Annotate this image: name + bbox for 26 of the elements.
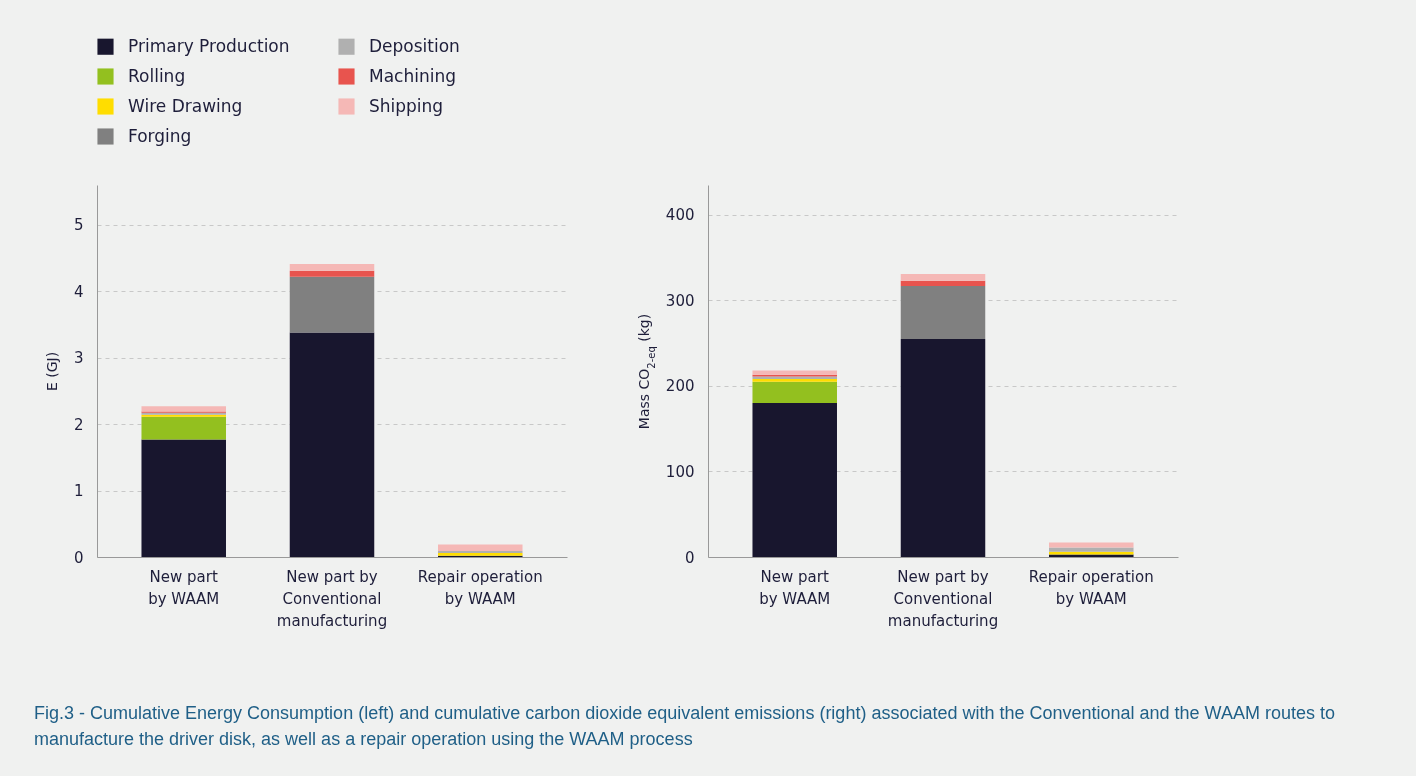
y-tick-label: 300 — [665, 291, 695, 310]
legend-label: Primary Production — [128, 35, 290, 56]
y-tick-label: 0 — [684, 548, 695, 567]
x-tick-label: Repair operation by WAAM — [417, 567, 543, 608]
legend-label: Forging — [128, 125, 192, 146]
caption: Fig.3 - Cumulative Energy Consumption (left) and cumulative carbon dioxide equivalent emissions (right) associated with the Conventional and the WAAM routes to manufacture the driver disk, as well as a repair operation using the WAAM process — [34, 702, 1336, 751]
y-tick-label: 200 — [665, 377, 695, 396]
legend-label: Shipping — [369, 95, 444, 116]
y-tick-label: 5 — [73, 216, 84, 235]
x-tick-label: Repair operation by WAAM — [1028, 567, 1154, 608]
legend-label: Machining — [369, 65, 456, 86]
x-tick-label: New part by WAAM — [759, 567, 831, 608]
y-tick-label: 3 — [73, 349, 84, 368]
legend-label: Deposition — [369, 35, 460, 56]
legend-label: Wire Drawing — [128, 95, 243, 116]
y-tick-label: 100 — [665, 462, 695, 481]
y-axis-title: E (GJ) — [43, 351, 60, 392]
x-tick-label: New part by WAAM — [148, 567, 220, 608]
y-tick-label: 4 — [73, 282, 84, 301]
y-tick-label: 0 — [73, 548, 84, 567]
x-tick-label: New part by Conventional manufacturing — [887, 567, 999, 630]
y-tick-label: 400 — [665, 206, 695, 225]
x-tick-label: New part by Conventional manufacturing — [276, 567, 388, 630]
legend-label: Rolling — [128, 65, 186, 86]
y-tick-label: 2 — [73, 415, 84, 434]
y-tick-label: 1 — [73, 482, 84, 501]
